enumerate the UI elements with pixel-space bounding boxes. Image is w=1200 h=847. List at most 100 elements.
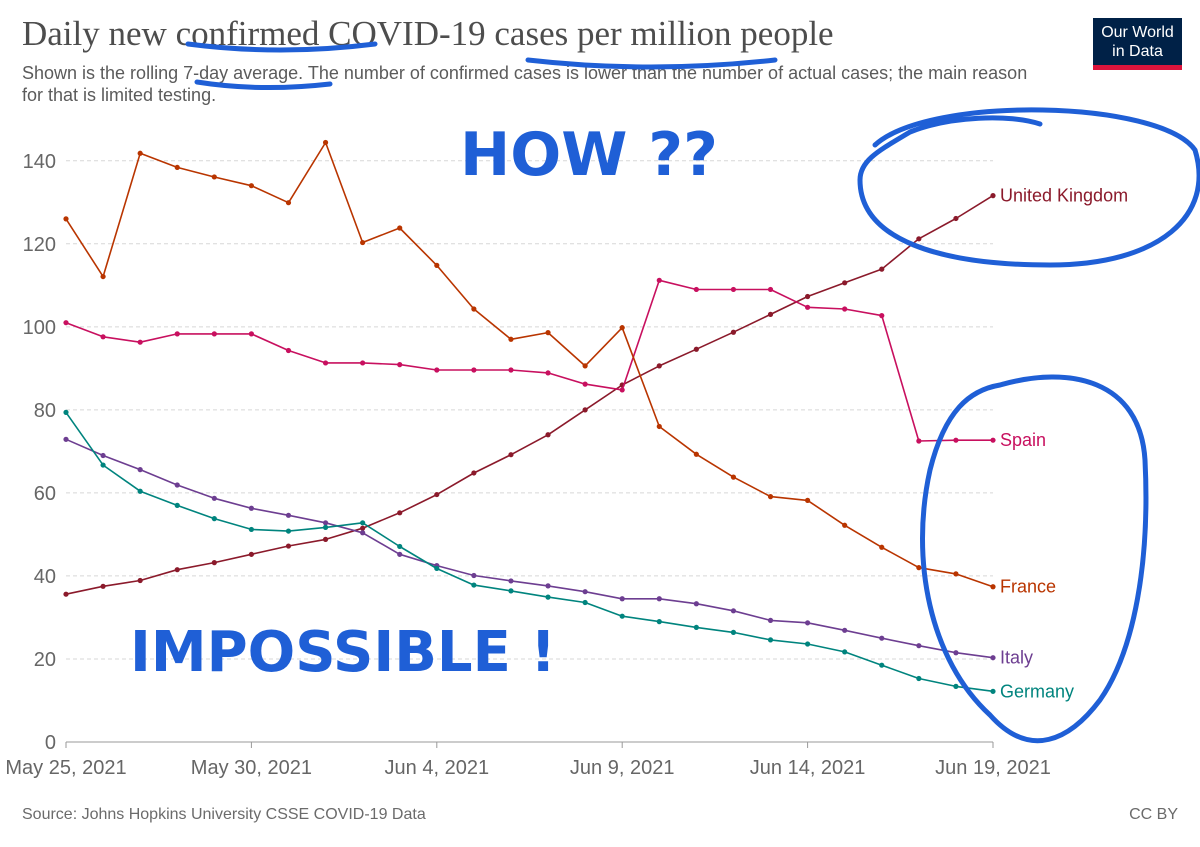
data-point[interactable] bbox=[285, 347, 292, 354]
data-point[interactable] bbox=[879, 266, 885, 272]
data-point[interactable] bbox=[248, 551, 254, 557]
data-point[interactable] bbox=[63, 409, 69, 415]
series-line-italy[interactable] bbox=[65, 438, 994, 659]
data-point[interactable] bbox=[879, 313, 885, 319]
data-point[interactable] bbox=[656, 277, 662, 283]
data-point[interactable] bbox=[767, 286, 774, 293]
data-point[interactable] bbox=[137, 467, 143, 473]
data-point[interactable] bbox=[916, 675, 922, 682]
data-point[interactable] bbox=[137, 150, 143, 156]
data-point[interactable] bbox=[767, 311, 774, 317]
data-point[interactable] bbox=[508, 588, 514, 594]
data-point[interactable] bbox=[730, 286, 737, 293]
data-point[interactable] bbox=[842, 522, 848, 528]
data-point[interactable] bbox=[805, 620, 811, 626]
data-point[interactable] bbox=[656, 363, 662, 369]
data-point[interactable] bbox=[285, 543, 292, 549]
data-point[interactable] bbox=[990, 655, 996, 661]
data-point[interactable] bbox=[174, 331, 180, 337]
data-point[interactable] bbox=[879, 635, 885, 641]
data-point[interactable] bbox=[805, 304, 811, 310]
data-point[interactable] bbox=[767, 494, 774, 500]
data-point[interactable] bbox=[434, 262, 440, 268]
data-point[interactable] bbox=[916, 643, 922, 649]
data-point[interactable] bbox=[471, 306, 477, 312]
data-point[interactable] bbox=[248, 331, 254, 337]
data-point[interactable] bbox=[508, 367, 514, 373]
data-point[interactable] bbox=[211, 331, 217, 337]
data-point[interactable] bbox=[137, 577, 143, 584]
data-point[interactable] bbox=[582, 589, 588, 595]
series-line-germany[interactable] bbox=[65, 411, 994, 693]
data-point[interactable] bbox=[545, 370, 551, 376]
data-point[interactable] bbox=[174, 502, 180, 508]
series-spain[interactable] bbox=[63, 277, 996, 444]
source-note[interactable]: Source: Johns Hopkins University CSSE CO… bbox=[22, 806, 426, 823]
data-point[interactable] bbox=[990, 688, 996, 694]
data-point[interactable] bbox=[767, 617, 774, 623]
data-point[interactable] bbox=[397, 225, 403, 231]
data-point[interactable] bbox=[471, 582, 477, 588]
data-point[interactable] bbox=[508, 578, 514, 584]
data-point[interactable] bbox=[582, 381, 588, 387]
data-point[interactable] bbox=[322, 536, 329, 542]
data-point[interactable] bbox=[100, 273, 106, 280]
data-point[interactable] bbox=[434, 565, 440, 572]
data-point[interactable] bbox=[545, 594, 551, 600]
data-point[interactable] bbox=[990, 437, 996, 443]
data-point[interactable] bbox=[693, 601, 699, 607]
data-point[interactable] bbox=[582, 599, 588, 606]
data-point[interactable] bbox=[842, 627, 848, 633]
data-point[interactable] bbox=[730, 629, 737, 635]
data-point[interactable] bbox=[953, 215, 959, 222]
data-point[interactable] bbox=[619, 613, 625, 619]
data-point[interactable] bbox=[434, 367, 440, 373]
data-point[interactable] bbox=[100, 462, 106, 468]
data-point[interactable] bbox=[360, 360, 366, 366]
data-point[interactable] bbox=[211, 495, 217, 501]
data-point[interactable] bbox=[100, 452, 106, 459]
data-point[interactable] bbox=[174, 164, 180, 171]
data-point[interactable] bbox=[545, 432, 551, 438]
data-point[interactable] bbox=[360, 520, 366, 526]
data-point[interactable] bbox=[656, 423, 662, 430]
data-point[interactable] bbox=[693, 346, 699, 352]
data-point[interactable] bbox=[916, 236, 922, 242]
data-point[interactable] bbox=[656, 596, 662, 602]
data-point[interactable] bbox=[545, 330, 551, 336]
data-point[interactable] bbox=[619, 387, 625, 393]
data-point[interactable] bbox=[842, 306, 848, 312]
data-point[interactable] bbox=[693, 451, 699, 457]
data-point[interactable] bbox=[360, 530, 366, 536]
series-line-france[interactable] bbox=[65, 141, 994, 588]
data-point[interactable] bbox=[471, 572, 477, 579]
series-germany[interactable] bbox=[63, 409, 996, 694]
data-point[interactable] bbox=[990, 584, 996, 590]
data-point[interactable] bbox=[322, 524, 329, 530]
data-point[interactable] bbox=[285, 512, 292, 518]
data-point[interactable] bbox=[63, 591, 69, 597]
data-point[interactable] bbox=[360, 525, 366, 531]
data-point[interactable] bbox=[285, 528, 292, 534]
data-point[interactable] bbox=[248, 505, 254, 511]
data-point[interactable] bbox=[211, 560, 217, 566]
data-point[interactable] bbox=[397, 510, 403, 516]
series-italy[interactable] bbox=[63, 436, 996, 661]
data-point[interactable] bbox=[508, 336, 514, 342]
data-point[interactable] bbox=[211, 174, 217, 180]
data-point[interactable] bbox=[285, 200, 292, 206]
data-point[interactable] bbox=[805, 497, 811, 503]
data-point[interactable] bbox=[953, 571, 959, 577]
data-point[interactable] bbox=[767, 637, 774, 643]
data-point[interactable] bbox=[805, 641, 811, 647]
data-point[interactable] bbox=[397, 543, 403, 550]
data-point[interactable] bbox=[619, 325, 625, 331]
data-point[interactable] bbox=[582, 363, 588, 369]
data-point[interactable] bbox=[693, 624, 699, 631]
data-point[interactable] bbox=[916, 565, 922, 571]
data-point[interactable] bbox=[63, 320, 69, 326]
data-point[interactable] bbox=[360, 239, 366, 246]
data-point[interactable] bbox=[730, 474, 737, 480]
data-point[interactable] bbox=[322, 360, 329, 366]
data-point[interactable] bbox=[805, 293, 811, 300]
